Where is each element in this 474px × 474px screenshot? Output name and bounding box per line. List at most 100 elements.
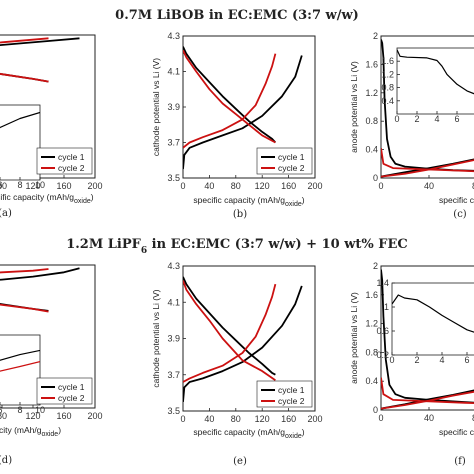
x-tick-label: 120 xyxy=(25,181,40,191)
y-tick-label: 0.2 xyxy=(376,350,389,360)
panel-label: (c) xyxy=(453,209,467,220)
x-tick-label: 120 xyxy=(255,181,270,191)
series-line-cycle-1 xyxy=(183,285,303,402)
panel-label: (e) xyxy=(233,456,247,467)
series-group xyxy=(183,276,303,402)
y-tick-label: 4.1 xyxy=(167,67,180,77)
x-tick-label: 10 xyxy=(35,405,45,415)
panel-d: 80 120 160 200 6 8 10 city (mAh/goxide) (d) cycle… xyxy=(0,264,103,466)
row-title-libob: 0.7M LiBOB in EC:EMC (3:7 w/w) xyxy=(115,8,359,23)
y-tick-label: 2 xyxy=(373,31,378,41)
x-tick-label: 0 xyxy=(394,114,399,124)
x-tick-label: 10 xyxy=(35,180,45,190)
y-tick-label: 3.7 xyxy=(167,370,180,380)
x-tick-label: 200 xyxy=(87,181,102,191)
x-tick-label: 6 xyxy=(0,180,3,190)
x-axis-label-close: ) xyxy=(302,427,305,437)
x-tick-label: 40 xyxy=(204,181,214,191)
row-title-rest: in EC:EMC (3:7 w/w) + 10 wt% FEC xyxy=(147,237,408,252)
x-tick-label: 8 xyxy=(17,405,22,415)
series-line-cycle-1 xyxy=(0,267,80,281)
x-axis-label-close: ) xyxy=(91,192,94,202)
series-line-cycle-2 xyxy=(0,361,40,372)
y-tick-label: 0.4 xyxy=(365,145,378,155)
y-axis-label: cathode potential vs Li (V) xyxy=(151,289,161,387)
x-axis-label-subscript: oxide xyxy=(285,433,302,440)
x-tick-label: 80 xyxy=(231,181,241,191)
x-tick-label: 80 xyxy=(472,181,474,191)
legend-label: cycle 1 xyxy=(58,152,85,162)
x-axis-label-subscript: oxide xyxy=(74,198,91,205)
panel-b: 0 40 80 120 160 200 3.5 3.7 3.9 4.1 4.3 cathode pot… xyxy=(151,31,323,220)
x-axis-label-subscript: oxide xyxy=(41,431,58,438)
series-line-cycle-2 xyxy=(183,49,276,144)
x-tick-label: 0 xyxy=(378,413,383,423)
y-tick-label: 4.1 xyxy=(167,297,180,307)
x-tick-label: 200 xyxy=(307,414,322,424)
y-tick-label: 0.8 xyxy=(381,83,394,93)
x-tick-label: 4 xyxy=(434,114,439,124)
y-tick-label: 0.4 xyxy=(365,376,378,386)
y-tick-label: 0.4 xyxy=(381,96,394,106)
series-group xyxy=(0,349,40,372)
series-group xyxy=(381,269,474,410)
panels-group: 801201602006810specific capacity (mAh/go… xyxy=(0,31,474,467)
series-group xyxy=(392,294,474,333)
series-line-cycle-2 xyxy=(381,377,474,405)
y-tick-label: 0 xyxy=(373,173,378,183)
series-line-cycle-2 xyxy=(0,268,49,274)
legend-label: cycle 2 xyxy=(58,393,85,403)
y-tick-label: 1.4 xyxy=(376,278,389,288)
y-tick-label: 4.3 xyxy=(167,31,180,41)
x-axis-label: specific capacity (mAh/goxide) xyxy=(193,195,304,208)
legend-label: cycle 1 xyxy=(278,152,305,162)
x-axis-label-subscript: oxide xyxy=(285,201,302,208)
legend-box xyxy=(36,147,93,175)
inset-a: 6 8 10 xyxy=(0,104,45,190)
inset-frame xyxy=(391,282,474,356)
y-axis-label: anode potential vs Li (V) xyxy=(349,61,359,153)
panel-a: 80 120 160 200 6 8 10 specific capacity (mAh/go… xyxy=(0,34,103,219)
y-tick-label: 1.2 xyxy=(365,319,378,329)
x-tick-label: 160 xyxy=(281,181,296,191)
y-tick-label: 0 xyxy=(373,405,378,415)
y-tick-label: 2 xyxy=(373,261,378,271)
y-tick-label: 3.9 xyxy=(167,334,180,344)
x-tick-label: 80 xyxy=(231,414,241,424)
series-line-cycle-2 xyxy=(0,303,49,313)
panel-e: 0 40 80 120 160 200 3.5 3.7 3.9 4.1 4.3 cathode pot… xyxy=(151,261,323,467)
series-line-cycle-1 xyxy=(183,55,303,170)
y-axis-label: cathode potential vs Li (V) xyxy=(151,58,161,156)
panel-label: (f) xyxy=(454,456,466,467)
legend-box xyxy=(256,380,313,408)
panel-label: (d) xyxy=(0,455,12,466)
series-line-cycle-1 xyxy=(381,158,474,178)
series-group xyxy=(381,39,474,178)
x-tick-label: 2 xyxy=(414,114,419,124)
y-tick-label: 1.2 xyxy=(365,88,378,98)
y-tick-label: 3.5 xyxy=(167,406,180,416)
y-tick-label: 0.8 xyxy=(365,347,378,357)
x-tick-label: 2 xyxy=(414,355,419,365)
x-tick-label: 6 xyxy=(454,114,459,124)
inset-f: 0 2 4 6 0.2 0.6 1 1.4 xyxy=(376,278,474,365)
panel-f: 0 40 80 0 0.4 0.8 1.2 1.6 2 0 2 4 6 0.2 0.6 1 1.4 anode p… xyxy=(349,261,474,467)
series-line-cycle-1 xyxy=(397,49,474,95)
x-tick-label: 6 xyxy=(464,355,469,365)
series-line-cycle-1 xyxy=(0,111,40,129)
y-tick-label: 4.3 xyxy=(167,261,180,271)
series-line-cycle-2 xyxy=(0,73,49,83)
x-axis-label-close: ) xyxy=(58,425,61,435)
series-line-cycle-2 xyxy=(381,148,474,173)
panel-c: 0408000.40.81.21.62024680.40.81.21.6anod… xyxy=(349,31,474,220)
series-group xyxy=(397,49,474,95)
x-tick-label: 40 xyxy=(424,413,434,423)
row-title-subscript: 6 xyxy=(141,246,147,256)
series-line-cycle-1 xyxy=(392,294,474,333)
legend-label: cycle 2 xyxy=(58,163,85,173)
legend-label: cycle 1 xyxy=(58,382,85,392)
series-group xyxy=(0,111,40,129)
x-tick-label: 160 xyxy=(56,181,71,191)
